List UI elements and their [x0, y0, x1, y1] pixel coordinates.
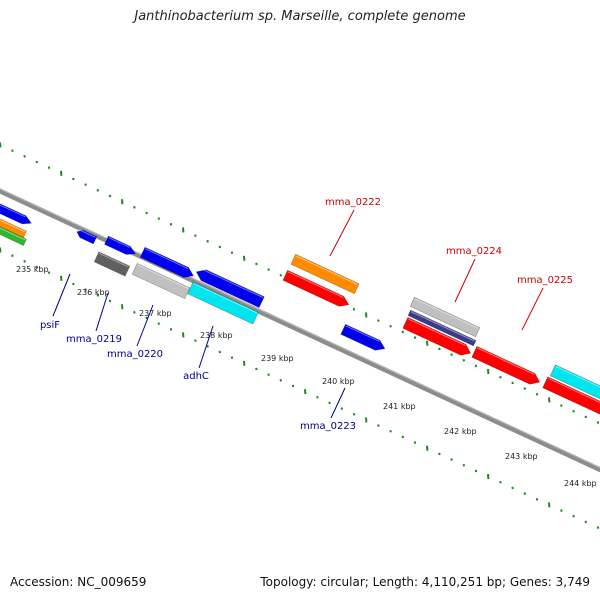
gene-left-blue: [0, 194, 32, 225]
accession-text: Accession: NC_009659: [10, 575, 147, 589]
gene-left-green: [0, 220, 27, 246]
leader-line: [198, 325, 214, 369]
scale-label: 236 kbp: [77, 288, 110, 297]
gene-psif: [76, 229, 98, 245]
gene-mma0222-red: [282, 269, 350, 307]
gene-blue-mid: [195, 267, 265, 309]
leader-line: [454, 258, 476, 303]
gene-red-b: [471, 345, 541, 385]
leader-line: [95, 292, 109, 332]
scale-label: 240 kbp: [322, 377, 355, 386]
scale-label: 244 kbp: [564, 479, 597, 488]
gene-label-reverse: psiF: [40, 320, 60, 331]
gene-label-reverse: mma_0223: [300, 421, 356, 432]
gene-label-reverse: mma_0220: [107, 349, 163, 360]
leader-line: [52, 273, 71, 317]
gene-label-forward: mma_0224: [446, 246, 502, 257]
leader-line: [136, 304, 154, 347]
inner-tick-row: [0, 247, 600, 529]
gene-small-blue: [104, 235, 137, 255]
scale-label: 241 kbp: [383, 402, 416, 411]
leader-line: [329, 209, 355, 257]
scale-label: 242 kbp: [444, 427, 477, 436]
gene-mma0220: [131, 262, 191, 300]
scale-label: 235 kbp: [16, 265, 49, 274]
gene-label-reverse: mma_0219: [66, 334, 122, 345]
gene-label-forward: mma_0222: [325, 197, 381, 208]
genome-summary: Topology: circular; Length: 4,110,251 bp…: [260, 575, 590, 589]
gene-mma0224-silver: [409, 296, 481, 338]
scale-label: 238 kbp: [200, 331, 233, 340]
gene-blue-upper: [139, 246, 194, 278]
scale-label: 243 kbp: [505, 452, 538, 461]
scale-label: 237 kbp: [139, 309, 172, 318]
gene-left-orange: [0, 212, 27, 238]
gene-mma0219: [93, 251, 131, 277]
gene-adhc: [187, 281, 259, 325]
scale-label: 239 kbp: [261, 354, 294, 363]
gene-label-forward: mma_0225: [517, 275, 573, 286]
gene-label-reverse: adhC: [183, 371, 209, 382]
gene-mma0222-orange: [290, 253, 360, 295]
leader-line: [521, 287, 544, 331]
genome-backbone: [0, 188, 600, 473]
leader-line: [330, 387, 346, 419]
map-title: Janthinobacterium sp. Marseille, complet…: [134, 9, 466, 24]
gene-mma0223: [340, 323, 386, 351]
gene-mma0224-navy: [407, 309, 477, 347]
gene-red-a: [402, 316, 472, 356]
